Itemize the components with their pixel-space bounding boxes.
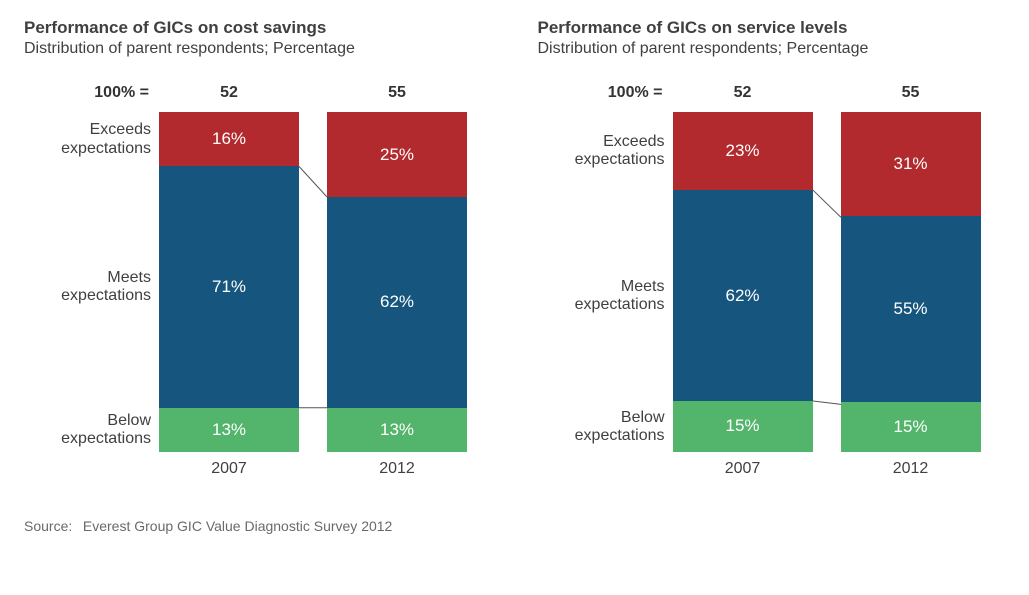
bars-zone: 16% 71% 13% 25% 62% 13% xyxy=(159,112,467,452)
bars-zone: 23% 62% 15% 31% 55% 15% xyxy=(673,112,981,452)
bar-2007: 23% 62% 15% xyxy=(673,112,813,452)
seg-meets-2012: 62% xyxy=(327,197,467,408)
n-value-2007: 52 xyxy=(673,84,813,102)
seg-exceeds-2012: 25% xyxy=(327,112,467,197)
xlabel-2012: 2012 xyxy=(327,460,467,478)
bar-2007: 16% 71% 13% xyxy=(159,112,299,452)
seg-below-2007: 13% xyxy=(159,408,299,452)
charts-row: Performance of GICs on cost savings Dist… xyxy=(24,18,1005,478)
x-axis: 2007 2012 xyxy=(538,460,1006,478)
chart-area: Exceedsexpectations Meetsexpectations Be… xyxy=(538,112,1006,452)
seg-exceeds-2007: 23% xyxy=(673,112,813,190)
x-axis: 2007 2012 xyxy=(24,460,492,478)
source-label: Source: xyxy=(24,518,79,534)
chart-area: Exceedsexpectations Meetsexpectations Be… xyxy=(24,112,492,452)
bar-2012: 31% 55% 15% xyxy=(841,112,981,452)
panel-title: Performance of GICs on service levels xyxy=(538,18,1006,38)
seg-meets-2007: 71% xyxy=(159,166,299,407)
hundred-label: 100% = xyxy=(538,84,673,102)
xlabel-2012: 2012 xyxy=(841,460,981,478)
seg-below-2012: 15% xyxy=(841,402,981,453)
y-category-labels: Exceedsexpectations Meetsexpectations Be… xyxy=(538,112,673,452)
seg-meets-2007: 62% xyxy=(673,190,813,401)
chart-panel-service: Performance of GICs on service levels Di… xyxy=(538,18,1006,478)
ylabel-exceeds: Exceedsexpectations xyxy=(61,121,151,158)
n-value-2012: 55 xyxy=(841,84,981,102)
n-value-2012: 55 xyxy=(327,84,467,102)
ylabel-below: Belowexpectations xyxy=(575,409,665,446)
ylabel-below: Belowexpectations xyxy=(61,412,151,449)
source-text: Everest Group GIC Value Diagnostic Surve… xyxy=(83,518,392,534)
y-category-labels: Exceedsexpectations Meetsexpectations Be… xyxy=(24,112,159,452)
ylabel-meets: Meetsexpectations xyxy=(61,269,151,306)
seg-exceeds-2012: 31% xyxy=(841,112,981,216)
ylabel-exceeds: Exceedsexpectations xyxy=(575,133,665,170)
chart-panel-cost: Performance of GICs on cost savings Dist… xyxy=(24,18,492,478)
panel-subtitle: Distribution of parent respondents; Perc… xyxy=(24,40,492,58)
seg-below-2007: 15% xyxy=(673,401,813,452)
panel-subtitle: Distribution of parent respondents; Perc… xyxy=(538,40,1006,58)
xlabel-2007: 2007 xyxy=(159,460,299,478)
hundred-label: 100% = xyxy=(24,84,159,102)
seg-meets-2012: 55% xyxy=(841,216,981,401)
bar-2012: 25% 62% 13% xyxy=(327,112,467,452)
ylabel-meets: Meetsexpectations xyxy=(575,278,665,315)
n-value-2007: 52 xyxy=(159,84,299,102)
xlabel-2007: 2007 xyxy=(673,460,813,478)
panel-title: Performance of GICs on cost savings xyxy=(24,18,492,38)
seg-below-2012: 13% xyxy=(327,408,467,452)
n-row: 100% = 52 55 xyxy=(24,84,492,102)
n-row: 100% = 52 55 xyxy=(538,84,1006,102)
source-line: Source: Everest Group GIC Value Diagnost… xyxy=(24,518,1005,534)
seg-exceeds-2007: 16% xyxy=(159,112,299,166)
